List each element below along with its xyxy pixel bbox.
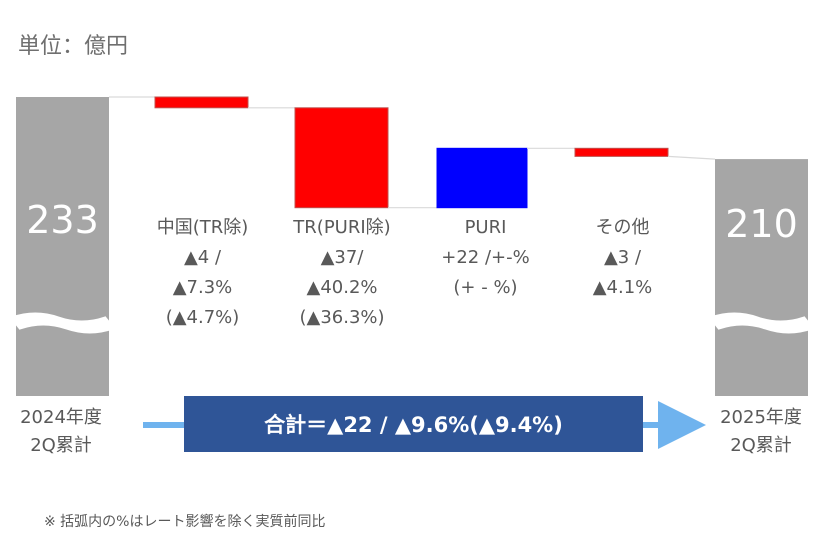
total-summary-text: 合計＝▲22 / ▲9.6%(▲9.4%) [264, 413, 563, 437]
end-period-label: 2025年度 2Q累計 [706, 404, 816, 460]
step-puri-name: PURI [464, 217, 507, 238]
step-other-pct: ▲4.1% [592, 277, 653, 298]
step-puri-delta: +22 /+-% [441, 247, 530, 268]
step-bar-0 [154, 96, 249, 109]
unit-label: 単位：億円 [18, 34, 129, 59]
step-tr-name: TR(PURI除) [293, 217, 391, 238]
start-value-label: 233 [26, 198, 99, 242]
start-period-label: 2024年度 2Q累計 [6, 404, 116, 460]
step-bar-3 [574, 147, 669, 157]
step-bar-1 [294, 107, 389, 209]
end-period-line1: 2025年度 [720, 407, 802, 428]
step-china-real-pct: (▲4.7%) [165, 307, 240, 328]
step-tr-real-pct: (▲36.3%) [299, 307, 385, 328]
step-puri-real-pct: (+ - %) [453, 277, 518, 298]
start-period-line1: 2024年度 [20, 407, 102, 428]
total-summary-box: 合計＝▲22 / ▲9.6%(▲9.4%) [184, 396, 643, 452]
start-total-bar-axis-break [9, 312, 116, 334]
step-china-pct: ▲7.3% [172, 277, 233, 298]
connector-end [667, 155, 716, 160]
footnote: ※ 括弧内の%はレート影響を除く実質前同比 [44, 514, 326, 530]
end-value-label: 210 [725, 202, 798, 246]
step-tr-pct: ▲40.2% [306, 277, 378, 298]
step-china-delta: ▲4 / [183, 247, 222, 268]
start-total-bar [16, 97, 109, 396]
step-label-puri: PURI +22 /+-% (+ - %) [418, 213, 553, 303]
step-label-tr: TR(PURI除) ▲37/ ▲40.2% (▲36.3%) [272, 213, 412, 333]
start-period-line2: 2Q累計 [30, 435, 92, 456]
step-tr-delta: ▲37/ [320, 247, 364, 268]
end-total-bar [715, 159, 808, 396]
step-label-china: 中国(TR除) ▲4 / ▲7.3% (▲4.7%) [135, 213, 270, 333]
step-label-other: その他 ▲3 / ▲4.1% [555, 213, 690, 303]
step-china-name: 中国(TR除) [156, 217, 249, 238]
step-other-name: その他 [595, 217, 650, 238]
step-other-delta: ▲3 / [603, 247, 642, 268]
step-bar-2 [436, 147, 528, 209]
end-period-line2: 2Q累計 [730, 435, 792, 456]
end-total-bar-axis-break [708, 312, 815, 334]
